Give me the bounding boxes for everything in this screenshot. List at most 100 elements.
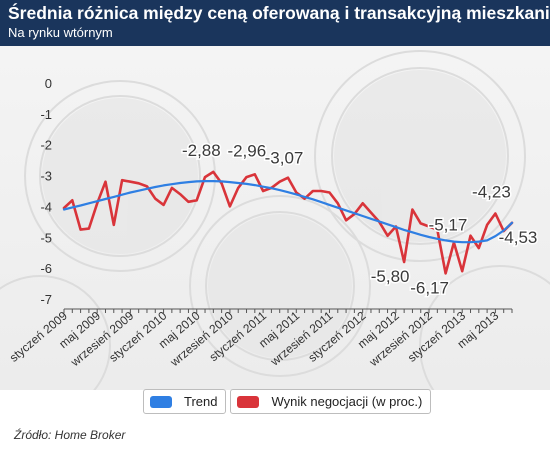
series-point-trend bbox=[129, 191, 132, 194]
series-point-result bbox=[88, 227, 90, 230]
series-point-result bbox=[403, 261, 405, 263]
series-point-result bbox=[204, 176, 206, 178]
series-point-trend bbox=[71, 206, 74, 209]
series-layer bbox=[62, 170, 514, 275]
series-point-result bbox=[361, 202, 364, 205]
series-point-trend bbox=[63, 208, 65, 211]
series-point-trend bbox=[278, 189, 281, 191]
legend-label-trend: Trend bbox=[184, 394, 218, 409]
series-point-trend bbox=[486, 239, 488, 242]
series-point-result bbox=[411, 208, 414, 211]
series-point-trend bbox=[444, 239, 447, 242]
series-point-trend bbox=[312, 198, 314, 201]
data-label: -4,53 bbox=[499, 228, 538, 247]
series-point-result bbox=[162, 204, 165, 206]
data-label: -2,88 bbox=[182, 141, 221, 160]
series-point-trend bbox=[336, 206, 339, 209]
annotation-layer: -2,88 -2,96-3,07 -5,80-6,17 -5,17-4,23 -4,53 bbox=[180, 139, 538, 299]
series-point-result bbox=[195, 199, 198, 202]
series-point-result bbox=[171, 187, 173, 189]
series-point-result bbox=[137, 182, 140, 185]
series-point-result bbox=[96, 202, 98, 205]
series-point-trend bbox=[428, 236, 430, 238]
series-point-result bbox=[262, 190, 264, 192]
series-point-trend bbox=[453, 240, 455, 243]
series-point-trend bbox=[229, 181, 231, 183]
data-label: -3,07 bbox=[265, 149, 304, 168]
series-point-trend bbox=[204, 180, 206, 182]
legend: Trend Wynik negocjacji (w proc.) bbox=[143, 389, 432, 414]
series-point-result bbox=[469, 234, 472, 237]
series-point-result bbox=[478, 247, 480, 249]
y-tick-label: 0 bbox=[45, 76, 52, 91]
series-point-trend bbox=[162, 184, 165, 187]
series-point-result bbox=[179, 193, 181, 195]
series-point-result bbox=[245, 176, 248, 178]
series-point-result bbox=[146, 185, 148, 188]
series-point-result bbox=[254, 173, 256, 176]
data-label: -5,80 bbox=[371, 267, 410, 286]
legend-swatch-result bbox=[237, 395, 260, 408]
series-point-result bbox=[312, 190, 314, 192]
series-point-trend bbox=[262, 185, 264, 188]
series-point-result bbox=[79, 228, 82, 231]
y-axis: 0 -1 -2 -3 -4 -5 -6 -7 bbox=[40, 76, 52, 307]
series-point-trend bbox=[370, 217, 372, 220]
series-point-trend bbox=[220, 180, 223, 183]
series-point-result bbox=[237, 187, 240, 189]
series-point-trend bbox=[502, 229, 505, 232]
y-tick-label: -7 bbox=[40, 292, 52, 307]
coins-background-art bbox=[0, 50, 550, 390]
series-point-result bbox=[428, 225, 430, 228]
y-tick-label: -3 bbox=[40, 169, 52, 184]
series-point-trend bbox=[361, 215, 364, 217]
series-point-trend bbox=[146, 188, 148, 190]
series-point-result bbox=[461, 270, 464, 273]
series-point-result bbox=[336, 202, 339, 205]
series-point-trend bbox=[378, 220, 381, 223]
y-tick-label: -2 bbox=[40, 138, 52, 153]
series-point-result bbox=[212, 171, 215, 173]
legend-item-result: Wynik negocjacji (w proc.) bbox=[230, 389, 432, 414]
y-tick-label: -5 bbox=[40, 230, 52, 245]
series-point-trend bbox=[320, 201, 322, 203]
data-label: -5,17 bbox=[429, 216, 468, 235]
series-point-result bbox=[287, 176, 289, 179]
series-point-result bbox=[494, 212, 497, 215]
series-point-trend bbox=[121, 193, 123, 196]
series-point-trend bbox=[237, 182, 240, 184]
series-point-trend bbox=[386, 223, 389, 226]
series-point-result bbox=[303, 197, 306, 200]
series-point-result bbox=[444, 272, 447, 275]
y-tick-label: -6 bbox=[40, 261, 52, 276]
series-point-trend bbox=[419, 234, 422, 236]
series-point-result bbox=[129, 180, 132, 183]
series-point-trend bbox=[403, 229, 405, 231]
series-point-trend bbox=[353, 212, 356, 215]
coins-background bbox=[0, 46, 550, 390]
series-point-result bbox=[486, 224, 488, 226]
series-point-trend bbox=[511, 221, 513, 224]
series-point-result bbox=[71, 199, 74, 202]
series-point-trend bbox=[195, 180, 198, 183]
series-point-trend bbox=[179, 182, 181, 184]
series-point-result bbox=[419, 222, 422, 225]
series-point-trend bbox=[478, 240, 480, 243]
series-point-trend bbox=[154, 186, 157, 188]
legend-item-trend: Trend bbox=[143, 389, 227, 414]
series-point-trend bbox=[287, 191, 289, 194]
data-label: -4,23 bbox=[472, 183, 511, 202]
legend-swatch-trend bbox=[150, 395, 172, 408]
header-bar: Średnia różnica między ceną oferowaną i … bbox=[0, 0, 550, 46]
series-point-result bbox=[104, 180, 107, 183]
chart-title: Średnia różnica między ceną oferowaną i … bbox=[8, 3, 550, 23]
series-point-trend bbox=[270, 187, 273, 190]
series-point-result bbox=[187, 201, 190, 203]
source-note: Źródło: Home Broker bbox=[14, 428, 126, 442]
series-point-trend bbox=[494, 235, 497, 237]
series-point-trend bbox=[245, 183, 248, 185]
series-point-result bbox=[112, 224, 115, 226]
